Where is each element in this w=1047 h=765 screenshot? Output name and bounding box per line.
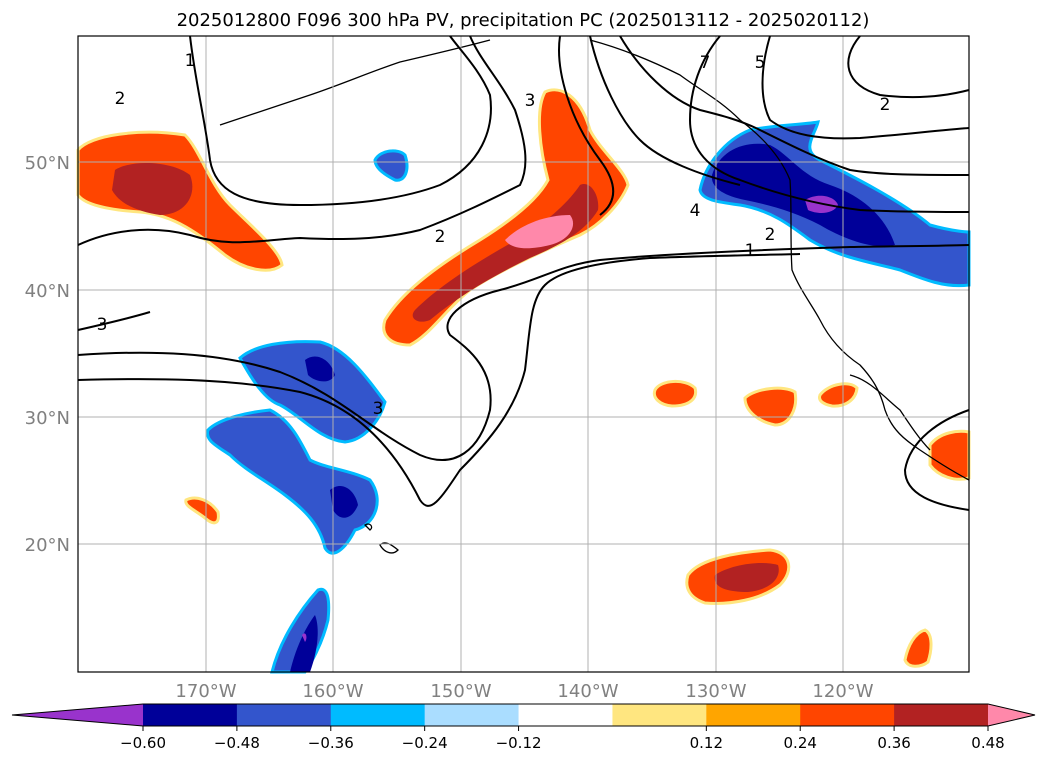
colorbar-tick-label: 0.48 — [971, 734, 1004, 752]
precip-negative-strong-region — [711, 143, 895, 247]
contour-label: 1 — [185, 51, 196, 71]
colorbar-segment — [424, 704, 520, 726]
precip-negative-max-region — [302, 633, 307, 642]
colorbar-tick-label: −0.60 — [120, 734, 166, 752]
colorbar-tick-label: −0.48 — [214, 734, 260, 752]
contour-label: 2 — [435, 227, 446, 247]
lat-label: 50°N — [25, 153, 70, 174]
precip-negative-strong-region — [305, 356, 335, 382]
lon-label: 160°W — [302, 681, 363, 702]
colorbar-tick-label: −0.24 — [402, 734, 448, 752]
lat-label: 40°N — [25, 281, 70, 302]
lon-label: 150°W — [430, 681, 491, 702]
precip-positive-region — [818, 382, 859, 408]
precip-positive-region — [903, 628, 933, 668]
colorbar-tick-label: 0.24 — [784, 734, 817, 752]
precip-negative-strong-region — [330, 485, 358, 518]
colorbar-extend-high — [988, 704, 1035, 726]
contour-label: 3 — [525, 91, 536, 111]
colorbar-segment — [518, 704, 613, 726]
lat-label: 20°N — [25, 535, 70, 556]
precip-positive-region — [382, 88, 630, 347]
colorbar-tick-label: 0.12 — [690, 734, 723, 752]
contour-label: 2 — [115, 89, 126, 109]
lon-label: 120°W — [812, 681, 873, 702]
lon-label: 130°W — [685, 681, 746, 702]
colorbar-segment — [236, 704, 332, 726]
contour-label: 2 — [765, 225, 776, 245]
pv-contour-layer — [77, 35, 970, 511]
latitude-labels: 50°N 40°N 30°N 20°N — [25, 153, 70, 556]
map-border — [77, 35, 970, 673]
contour-label: 5 — [755, 53, 766, 73]
contour-label: 3 — [373, 399, 384, 419]
colorbar-segment — [330, 704, 426, 726]
precip-strong-region — [112, 163, 193, 215]
precip-negative-strong-region — [290, 615, 318, 672]
map-title: 2025012800 F096 300 hPa PV, precipitatio… — [177, 10, 870, 31]
precip-positive-region — [928, 429, 971, 481]
contour-labels: 1 2 2 3 3 7 5 2 4 2 1 3 — [97, 51, 891, 419]
colorbar: −0.60 −0.48 −0.36 −0.24 −0.12 0.12 0.24 0.36 0.4… — [11, 703, 1036, 752]
contour-label: 3 — [97, 315, 108, 335]
precip-strong-region — [714, 563, 779, 592]
colorbar-segment — [800, 704, 895, 726]
precip-positive-region — [184, 496, 220, 525]
precipitation-layer — [76, 88, 971, 674]
colorbar-segment — [143, 704, 238, 726]
contour-label: 4 — [690, 201, 701, 221]
contour-label: 1 — [745, 241, 756, 261]
colorbar-tick-label: −0.12 — [496, 734, 542, 752]
precip-negative-region — [205, 408, 379, 555]
colorbar-tick-label: −0.36 — [308, 734, 354, 752]
precip-positive-region — [743, 386, 798, 427]
contour-label: 2 — [880, 95, 891, 115]
colorbar-segment — [706, 704, 801, 726]
lat-label: 30°N — [25, 408, 70, 429]
lon-label: 170°W — [175, 681, 236, 702]
colorbar-segment — [894, 704, 989, 726]
contour-label: 7 — [700, 53, 711, 73]
longitude-labels: 170°W 160°W 150°W 140°W 130°W 120°W — [175, 681, 873, 702]
graticule — [78, 36, 969, 672]
colorbar-segment — [612, 704, 707, 726]
precip-max-region — [505, 215, 574, 249]
precip-positive-region — [652, 380, 698, 408]
colorbar-tick-label: 0.36 — [877, 734, 910, 752]
coastline-layer — [219, 39, 970, 554]
precip-negative-region — [373, 149, 409, 182]
map-area — [78, 36, 969, 672]
colorbar-extend-low — [12, 704, 143, 726]
lon-label: 140°W — [557, 681, 618, 702]
